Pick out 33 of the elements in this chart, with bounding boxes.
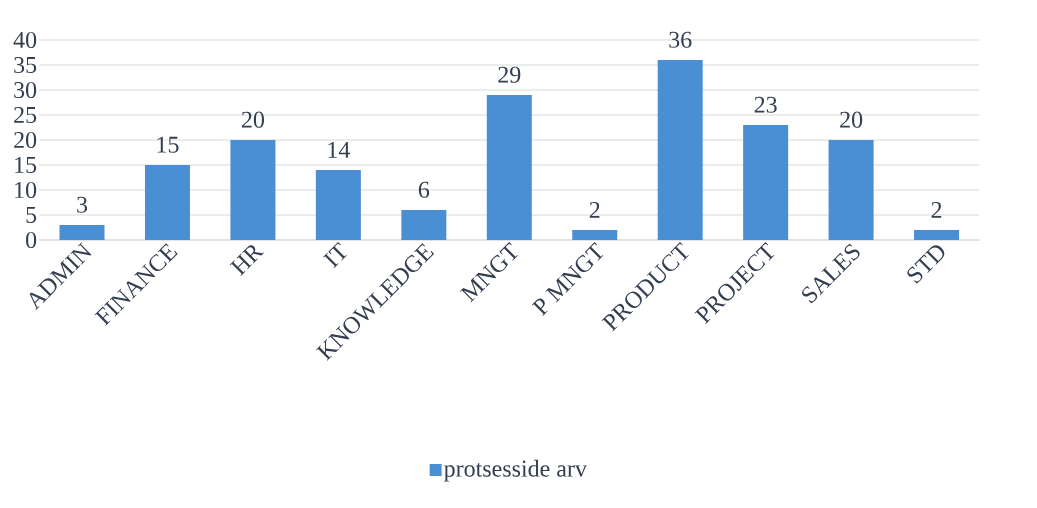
y-tick-label: 10: [15, 181, 37, 199]
data-label: 15: [157, 136, 179, 153]
bar: [486, 94, 532, 240]
bar: [572, 229, 618, 240]
y-tick-label: 25: [14, 106, 37, 124]
x-tick-label: HR: [229, 245, 265, 276]
y-tick-label: 20: [14, 131, 37, 149]
bar: [914, 229, 960, 240]
data-label: 3: [77, 196, 88, 213]
x-tick-label: STD: [907, 245, 945, 284]
bar: [828, 139, 874, 240]
data-label: 20: [840, 111, 863, 128]
bar: [657, 59, 703, 240]
data-label: 20: [241, 111, 265, 128]
bar: [59, 224, 105, 240]
bar: [743, 124, 789, 240]
bar: [401, 209, 447, 240]
y-tick-label: 5: [26, 207, 37, 223]
y-tick-label: 40: [13, 31, 37, 49]
data-label: 2: [931, 201, 942, 218]
data-label: 36: [669, 31, 692, 48]
data-label: 23: [754, 96, 777, 113]
data-label: 14: [328, 141, 350, 158]
y-tick-label: 30: [14, 81, 37, 99]
bar: [144, 164, 190, 240]
bar: [230, 139, 276, 240]
legend-label: protsesside arv: [444, 459, 587, 482]
data-label: 2: [589, 201, 600, 218]
bar: [315, 169, 361, 240]
y-tick-label: 15: [15, 156, 37, 174]
data-label: 29: [498, 66, 521, 83]
data-label: 6: [418, 181, 430, 198]
y-tick-label: 35: [14, 56, 37, 74]
